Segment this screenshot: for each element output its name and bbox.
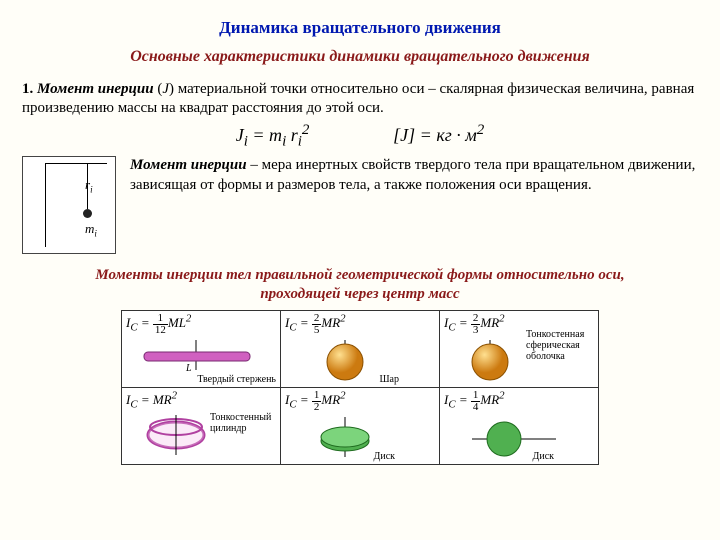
point-mass-diagram: ri mi <box>22 156 116 254</box>
definition-paragraph: 1. Момент инерции (J) материальной точки… <box>22 80 698 118</box>
formula-units: [J] = кг · м2 <box>393 122 484 146</box>
cell-shell: IC = 23MR2 Тонкостенная сферическая обол… <box>440 310 599 387</box>
disk1-icon <box>285 415 425 459</box>
page-title: Динамика вращательного движения <box>22 18 698 38</box>
cell-rod: IC = 112ML2 L Твердый стержень <box>122 310 281 387</box>
moments-table: IC = 112ML2 L Твердый стержень IC = 25MR… <box>121 310 599 465</box>
note-term: Момент инерции <box>130 157 247 173</box>
cell-disk1: IC = 12MR2 Диск <box>281 387 440 464</box>
term-moment-of-inertia: Момент инерции <box>37 81 154 97</box>
svg-text:L: L <box>185 363 192 372</box>
cell-cylinder: IC = MR2 Тонкостенный цилиндр <box>122 387 281 464</box>
section-number: 1. <box>22 81 33 97</box>
mass-dot-icon <box>83 209 92 218</box>
symbol-j: J <box>162 81 169 97</box>
label-m: mi <box>85 221 97 239</box>
label-r: ri <box>85 177 93 195</box>
formula-row: Ji = mi ri2 [J] = кг · м2 <box>22 122 698 151</box>
cell-disk2: IC = 14MR2 Диск <box>440 387 599 464</box>
formula-main: Ji = mi ri2 <box>236 122 310 151</box>
disk2-icon <box>444 415 584 459</box>
cell-sphere: IC = 25MR2 Шар <box>281 310 440 387</box>
rod-icon: L <box>126 338 266 372</box>
sphere-icon <box>285 338 425 382</box>
page-subtitle: Основные характеристики динамики вращате… <box>22 48 698 66</box>
note-paragraph: Момент инерции – мера инертных свойств т… <box>130 156 698 195</box>
table-caption: Моменты инерции тел правильной геометрич… <box>22 266 698 304</box>
